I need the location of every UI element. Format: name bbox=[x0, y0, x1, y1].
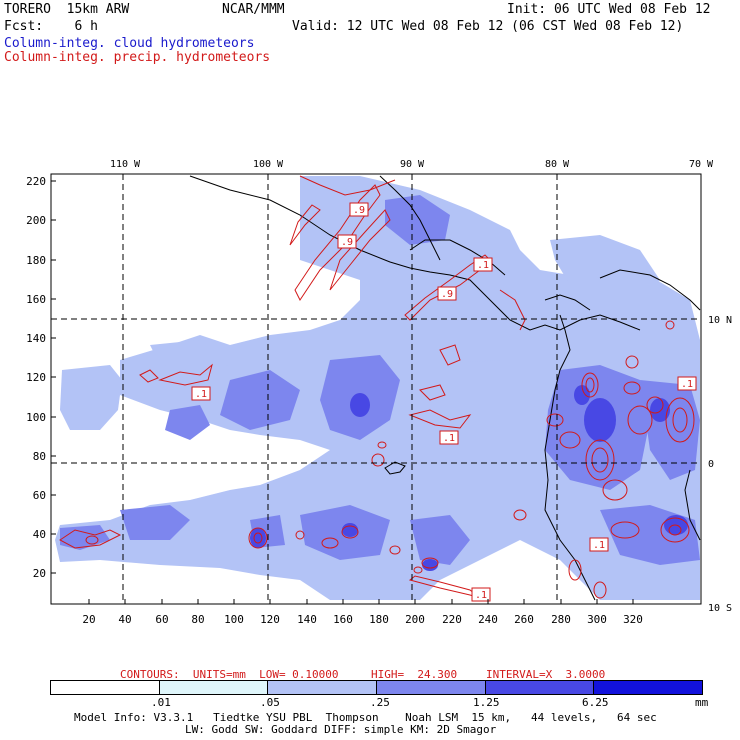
y-tick-label: 200 bbox=[26, 214, 46, 227]
y-tick-label: 120 bbox=[26, 371, 46, 384]
contour-label: .1 bbox=[593, 540, 605, 551]
x-tick-label: 220 bbox=[442, 613, 462, 626]
colorbar-segment bbox=[267, 680, 376, 695]
x-tick-label: 120 bbox=[260, 613, 280, 626]
contour-field-title: Column-integ. precip. hydrometeors bbox=[4, 50, 271, 65]
x-tick-label: 280 bbox=[551, 613, 571, 626]
contour-info-high: HIGH= 24.300 bbox=[371, 668, 458, 681]
contour-label: .9 bbox=[341, 237, 353, 248]
colorbar-segment bbox=[484, 680, 594, 695]
contour-label: .1 bbox=[475, 590, 487, 601]
x-tick-label: 200 bbox=[405, 613, 425, 626]
lon-label: 100 W bbox=[253, 159, 284, 170]
x-tick-label: 320 bbox=[623, 613, 643, 626]
x-tick-label: 180 bbox=[369, 613, 389, 626]
fill-field-title: Column-integ. cloud hydrometeors bbox=[4, 36, 255, 51]
x-tick-label: 80 bbox=[191, 613, 204, 626]
valid-time: Valid: 12 UTC Wed 08 Feb 12 (06 CST Wed … bbox=[292, 19, 684, 34]
x-tick-label: 60 bbox=[155, 613, 168, 626]
model-title: TORERO 15km ARW bbox=[4, 2, 130, 17]
x-tick-label: 160 bbox=[333, 613, 353, 626]
y-tick-label: 20 bbox=[33, 567, 46, 580]
colorbar-segment bbox=[593, 680, 703, 695]
x-tick-label: 40 bbox=[118, 613, 131, 626]
x-tick-label: 20 bbox=[82, 613, 95, 626]
contour-label-texts: .9 .9 .1 .9 .1 .1 .1 .1 .1 bbox=[195, 205, 693, 601]
colorbar-label: 1.25 bbox=[473, 696, 500, 709]
colorbar-label: 6.25 bbox=[582, 696, 609, 709]
y-tick-label: 40 bbox=[33, 528, 46, 541]
contour-label: .9 bbox=[353, 205, 365, 216]
forecast-hour: Fcst: 6 h bbox=[4, 19, 98, 34]
contour-label: .1 bbox=[477, 260, 489, 271]
y-tick-label: 140 bbox=[26, 332, 46, 345]
y-tick-label: 220 bbox=[26, 175, 46, 188]
x-tick-label: 260 bbox=[514, 613, 534, 626]
x-tick-label: 300 bbox=[587, 613, 607, 626]
organization: NCAR/MMM bbox=[222, 2, 285, 17]
y-tick-label: 160 bbox=[26, 293, 46, 306]
model-info-line2: LW: Godd SW: Goddard DIFF: simple KM: 2D… bbox=[185, 723, 497, 736]
x-tick-label: 140 bbox=[297, 613, 317, 626]
precip-contour-layer bbox=[59, 175, 695, 599]
y-tick-label: 60 bbox=[33, 489, 46, 502]
model-info-line1: Model Info: V3.3.1 Tiedtke YSU PBL Thomp… bbox=[74, 711, 657, 724]
axis-ticks bbox=[51, 180, 634, 604]
colorbar-label: .01 bbox=[151, 696, 171, 709]
contour-label-boxes bbox=[191, 202, 697, 602]
x-tick-label: 100 bbox=[224, 613, 244, 626]
y-tick-label: 100 bbox=[26, 411, 46, 424]
colorbar-segment bbox=[376, 680, 485, 695]
contour-info-interval: INTERVAL=X 3.0000 bbox=[486, 668, 606, 681]
contour-label: .1 bbox=[443, 433, 455, 444]
lat-label: 10 S bbox=[708, 603, 732, 614]
colorbar-segment bbox=[158, 680, 268, 695]
colorbar-label: .25 bbox=[370, 696, 390, 709]
colorbar-label: .05 bbox=[260, 696, 280, 709]
contour-info-units: CONTOURS: UNITS=mm LOW= 0.10000 bbox=[120, 668, 339, 681]
init-time: Init: 06 UTC Wed 08 Feb 12 bbox=[507, 2, 711, 17]
map-frame bbox=[50, 173, 702, 605]
colorbar-units: mm bbox=[695, 696, 709, 709]
latlon-grid bbox=[51, 174, 701, 604]
contour-label: .1 bbox=[681, 379, 693, 390]
lat-label: 0 bbox=[708, 459, 714, 470]
lon-label: 70 W bbox=[689, 159, 714, 170]
cloud-fill-layer bbox=[55, 176, 700, 600]
y-tick-label: 80 bbox=[33, 450, 46, 463]
lon-label: 110 W bbox=[110, 159, 141, 170]
colorbar-segment bbox=[50, 680, 159, 695]
contour-label: .1 bbox=[195, 389, 207, 400]
x-tick-label: 240 bbox=[478, 613, 498, 626]
lon-label: 90 W bbox=[400, 159, 425, 170]
y-tick-label: 180 bbox=[26, 254, 46, 267]
lat-label: 10 N bbox=[708, 315, 732, 326]
lon-label: 80 W bbox=[545, 159, 570, 170]
contour-label: .9 bbox=[441, 289, 453, 300]
